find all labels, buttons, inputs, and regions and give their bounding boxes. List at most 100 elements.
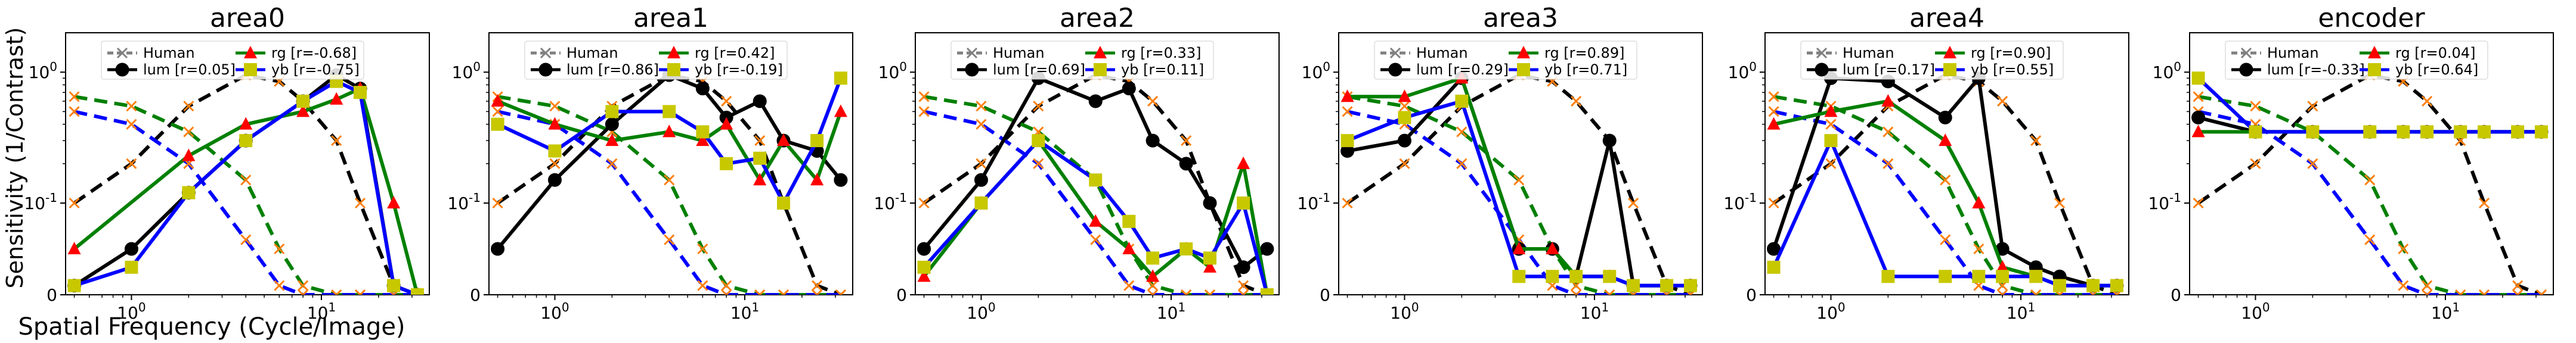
legend-box xyxy=(1374,40,1637,80)
human-marker xyxy=(721,95,732,107)
human-marker xyxy=(976,158,987,169)
human-marker xyxy=(69,197,80,209)
legend-marker-lum xyxy=(1388,63,1402,77)
human-marker xyxy=(778,289,789,295)
human-marker xyxy=(1825,158,1837,169)
x-tick-label: 100 xyxy=(967,300,995,323)
data-point-yb xyxy=(2511,125,2525,139)
legend-marker-yb xyxy=(1094,63,1107,76)
human-marker xyxy=(721,289,732,295)
x-tick-label: 100 xyxy=(540,300,569,323)
data-point-yb xyxy=(605,105,619,119)
legend-label-human: Human xyxy=(143,45,195,61)
human-marker xyxy=(1204,289,1216,295)
data-point-yb xyxy=(2053,279,2067,292)
y-tick-label: 0 xyxy=(1746,285,1757,305)
y-tick-label: 10-1 xyxy=(1723,191,1757,213)
human-marker xyxy=(1571,289,1582,295)
human-marker xyxy=(664,234,675,245)
data-point-yb xyxy=(974,197,988,210)
human-marker xyxy=(331,135,342,146)
human-marker xyxy=(1768,197,1779,209)
data-point-rg xyxy=(2191,124,2205,138)
data-point-yb xyxy=(1122,214,1136,228)
human-marker xyxy=(1604,289,1615,295)
data-point-yb xyxy=(2534,125,2548,139)
human-marker xyxy=(812,289,823,295)
data-point-rg xyxy=(1398,89,1411,102)
human-marker xyxy=(2030,135,2042,146)
data-point-yb xyxy=(2454,125,2467,139)
human-marker xyxy=(918,91,930,102)
human-marker xyxy=(2422,289,2433,295)
human-marker xyxy=(183,101,194,112)
human-marker xyxy=(754,135,766,146)
human-rg-curve xyxy=(1773,95,2117,295)
legend-box xyxy=(524,40,788,80)
human-lum-curve xyxy=(1772,73,2117,295)
human-marker xyxy=(2398,243,2409,255)
human-marker xyxy=(1627,197,1639,209)
human-marker xyxy=(2307,158,2318,169)
human-marker xyxy=(2512,289,2524,295)
human-yb-curve xyxy=(923,110,1267,295)
human-marker xyxy=(549,158,561,169)
human-rg-curve xyxy=(74,95,417,295)
human-marker xyxy=(697,280,708,291)
data-point-rg xyxy=(1089,214,1103,227)
legend-label-lum: lum [r=0.17] xyxy=(1843,61,1935,78)
data-point-yb xyxy=(2110,279,2123,292)
human-rg-curve xyxy=(1347,95,1690,295)
human-marker xyxy=(1342,106,1353,117)
data-point-lum xyxy=(1203,196,1217,210)
data-point-yb xyxy=(2306,125,2320,139)
human-marker xyxy=(1973,243,1984,255)
data-point-rg xyxy=(696,133,710,146)
legend-label-yb: yb [r=-0.75] xyxy=(271,61,360,78)
human-marker xyxy=(1768,91,1779,102)
y-tick-label: 100 xyxy=(29,60,57,82)
human-marker xyxy=(2193,91,2204,102)
legend-label-human: Human xyxy=(1843,45,1894,61)
series-line-yb xyxy=(497,77,843,207)
data-point-lum xyxy=(2191,110,2206,124)
human-marker xyxy=(1456,126,1467,138)
human-marker xyxy=(2422,95,2433,107)
data-point-yb xyxy=(2363,125,2377,139)
data-point-yb xyxy=(125,260,138,274)
human-marker xyxy=(298,280,309,291)
data-point-rg xyxy=(1939,133,1952,146)
data-point-lum xyxy=(1938,110,1952,124)
y-tick-label: 0 xyxy=(470,285,481,305)
x-tick-label: 101 xyxy=(730,300,759,323)
human-rg-curve xyxy=(497,95,841,295)
human-marker xyxy=(492,106,503,117)
data-point-lum xyxy=(1236,260,1250,275)
data-point-lum xyxy=(834,173,848,187)
legend-label-lum: lum [r=-0.33] xyxy=(2267,61,2365,78)
chart-title: area2 xyxy=(1060,3,1135,33)
data-point-yb xyxy=(1340,134,1354,148)
data-area xyxy=(67,68,425,295)
human-yb-curve xyxy=(1346,110,1690,295)
legend-label-yb: yb [r=0.64] xyxy=(2395,61,2478,78)
y-tick-label: 0 xyxy=(47,285,57,305)
human-marker xyxy=(354,197,366,209)
human-marker xyxy=(1033,158,1044,169)
x-tick-label: 101 xyxy=(307,300,336,323)
data-point-lum xyxy=(753,94,767,108)
data-point-yb xyxy=(1398,111,1411,124)
legend-marker-yb xyxy=(667,63,680,76)
data-point-rg xyxy=(1824,104,1838,117)
legend-marker-rg xyxy=(2368,46,2381,58)
data-point-rg xyxy=(239,117,253,130)
y-tick-label: 100 xyxy=(452,60,481,82)
data-area xyxy=(917,70,1274,295)
data-point-yb xyxy=(2086,279,2100,292)
data-point-rg xyxy=(1122,242,1136,254)
